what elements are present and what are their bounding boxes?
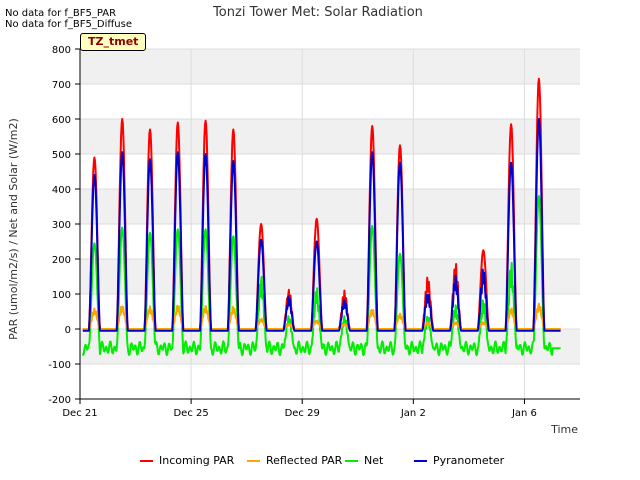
y-tick-label: 800	[52, 45, 71, 56]
series-line-net	[81, 195, 561, 357]
y-tick-label: 100	[52, 290, 71, 301]
site-tag: TZ_tmet	[80, 33, 147, 51]
y-tick-label: 0	[65, 325, 71, 336]
no-data-note-diffuse: No data for f_BF5_Diffuse	[5, 19, 132, 30]
legend-label: Net	[364, 454, 384, 467]
x-axis-label: Time	[550, 423, 578, 436]
x-tick-label: Jan 6	[511, 408, 537, 419]
y-axis-label: PAR (umol/m2/s) / Net and Solar (W/m2)	[7, 118, 20, 340]
legend-label: Pyranometer	[433, 454, 505, 467]
plot-band	[80, 259, 580, 294]
plot-band	[80, 189, 580, 224]
x-tick-label: Jan 2	[400, 408, 426, 419]
chart-title: Tonzi Tower Met: Solar Radiation	[212, 5, 423, 20]
x-tick-label: Dec 29	[285, 408, 320, 419]
y-tick-label: 300	[52, 220, 71, 231]
y-tick-label: -200	[48, 395, 71, 406]
y-tick-label: 200	[52, 255, 71, 266]
plot-band	[80, 49, 580, 84]
y-tick-label: 500	[52, 150, 71, 161]
y-tick-label: 700	[52, 80, 71, 91]
y-tick-label: 400	[52, 185, 71, 196]
legend-label: Reflected PAR	[266, 454, 343, 467]
x-tick-label: Dec 25	[173, 408, 208, 419]
y-tick-label: -100	[48, 360, 71, 371]
series-line-pyranometer	[82, 118, 561, 332]
no-data-note-par: No data for f_BF5_PAR	[5, 8, 117, 19]
plot-band	[80, 119, 580, 154]
y-tick-label: 600	[52, 115, 71, 126]
legend-label: Incoming PAR	[159, 454, 235, 467]
x-tick-label: Dec 21	[62, 408, 97, 419]
